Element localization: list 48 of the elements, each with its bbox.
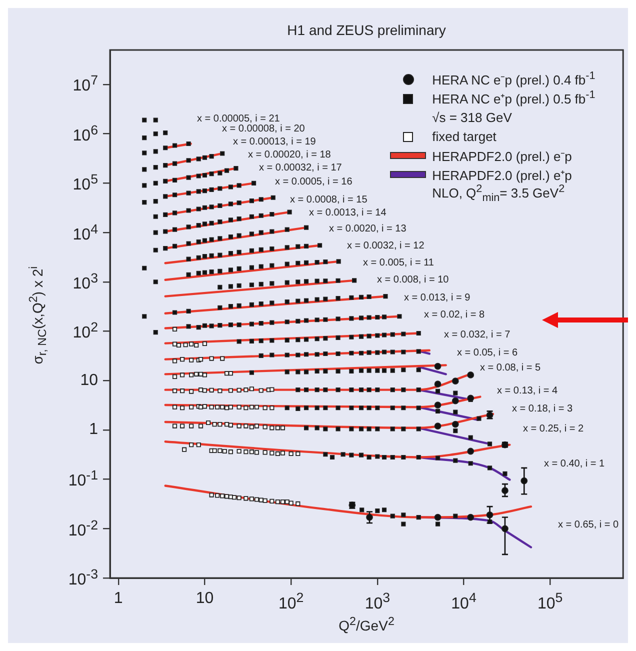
legend-label: HERAPDF2.0 (prel.) e⁺p [432,166,572,184]
annotation: x = 0.00032, i = 17 [259,162,342,174]
annotation: NLO, Q$^{2}$$_{min}$= 3.5 GeV$^{2}$ [432,183,565,204]
annotation: x = 0.05, i = 6 [457,348,518,358]
annotation: x = 0.00008, i = 20 [222,124,305,134]
annotation: x = 0.00013, i = 19 [233,136,316,148]
x-tick-label: 10$^{2}$ [278,590,304,614]
y-tick-label: 10$^{6}$ [72,122,98,146]
annotation: x = 0.02, i = 8 [424,310,485,320]
annotation: x = 0.013, i = 9 [404,292,470,304]
y-tick-label: 10 [80,372,98,390]
x-tick-label: 1 [114,590,123,608]
y-tick-label: 10$^{2}$ [72,320,98,343]
annotation: x = 0.08, i = 5 [480,362,541,374]
legend-label: fixed target [432,129,496,144]
legend-label: HERAPDF2.0 (prel.) e⁻p [432,148,572,164]
legend-label: HERA NC e⁺p (prel.) 0.5 fb$^{-1}$ [432,89,596,108]
annotation: x = 0.18, i = 3 [512,404,573,414]
y-tick-label: 10$^{-2}$ [68,516,98,540]
annotation: x = 0.0013, i = 14 [309,208,386,218]
annotation: √s = 318 GeV [432,110,512,125]
y-tick-label: 10$^{4}$ [72,220,98,244]
chart-title: H1 and ZEUS preliminary [286,22,447,38]
y-tick-label: 10$^{-1}$ [68,468,98,491]
x-axis-title: Q$^{2}$/GeV$^{2}$ [338,615,396,634]
annotation: x = 0.0020, i = 13 [329,224,406,234]
annotation: x = 0.40, i = 1 [544,458,605,470]
annotation: x = 0.032, i = 7 [444,330,510,340]
legend-label: HERA NC e⁻p (prel.) 0.4 fb$^{-1}$ [432,70,596,89]
y-tick-label: 10$^{-3}$ [68,566,98,590]
y-tick-label: 10$^{7}$ [72,72,98,96]
annotation: x = 0.65, i = 0 [558,520,619,530]
x-tick-label: 10$^{5}$ [538,590,563,614]
annotation: x = 0.008, i = 10 [377,274,449,286]
annotation: x = 0.00005, i = 21 [197,114,280,124]
annotation: x = 0.00020, i = 18 [248,150,331,160]
y-tick-label: 10$^{3}$ [72,270,98,294]
x-tick-label: 10$^{4}$ [451,590,476,614]
annotation: x = 0.005, i = 11 [363,258,434,268]
y-tick-label: 1 [89,420,98,439]
x-tick-label: 10$^{3}$ [364,590,390,614]
annotation: x = 0.0008, i = 15 [290,194,368,206]
x-tick-label: 10 [196,590,214,608]
annotation: x = 0.13, i = 4 [497,386,558,396]
annotation: x = 0.0032, i = 12 [347,240,424,252]
y-tick-label: 10$^{5}$ [72,172,98,195]
annotation: x = 0.0005, i = 16 [275,176,352,188]
annotation: x = 0.25, i = 2 [523,424,584,434]
